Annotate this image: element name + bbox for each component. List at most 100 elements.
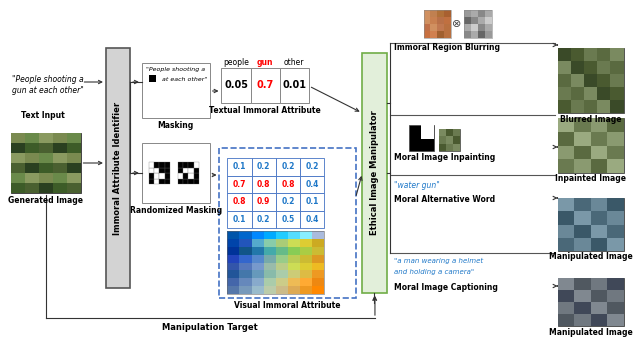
Text: 0.8: 0.8 [257, 180, 271, 189]
Bar [584, 61, 597, 74]
Bar [430, 31, 437, 38]
Text: Randomized Masking: Randomized Masking [130, 206, 222, 215]
Bar [597, 74, 611, 87]
Bar [465, 24, 471, 31]
Bar [557, 48, 571, 61]
Bar [24, 173, 38, 183]
Text: Textual Immoral Attribute: Textual Immoral Attribute [209, 106, 321, 115]
Text: "People shooting a
gun at each other": "People shooting a gun at each other" [12, 75, 83, 95]
Bar [288, 239, 300, 247]
Bar [478, 17, 484, 24]
Bar [148, 75, 156, 82]
Text: Generated Image: Generated Image [8, 196, 83, 205]
Bar [557, 198, 624, 251]
Text: 0.05: 0.05 [224, 81, 248, 91]
Bar [471, 10, 478, 17]
Bar [300, 286, 312, 294]
Bar [584, 74, 597, 87]
Bar [67, 163, 81, 173]
Bar [164, 173, 170, 178]
Bar [478, 31, 484, 38]
Text: other: other [284, 58, 305, 67]
Bar [557, 48, 624, 113]
Bar [300, 193, 324, 211]
Bar [439, 129, 446, 136]
Text: and holding a camera": and holding a camera" [394, 269, 474, 275]
Text: 0.1: 0.1 [233, 215, 246, 224]
Bar [446, 129, 453, 136]
Bar [154, 167, 159, 173]
Bar [611, 87, 624, 100]
Bar [300, 255, 312, 262]
Bar [437, 24, 444, 31]
Bar [183, 178, 188, 184]
Bar [444, 24, 451, 31]
Bar [446, 136, 453, 144]
Bar [607, 278, 624, 290]
Bar [557, 278, 574, 290]
Bar [409, 125, 434, 151]
Bar [574, 302, 591, 314]
Bar [38, 183, 52, 193]
Bar [288, 262, 300, 270]
Bar [571, 61, 584, 74]
Bar [154, 173, 159, 178]
Bar [239, 255, 252, 262]
Bar [264, 247, 276, 255]
Bar [188, 167, 194, 173]
Bar [607, 118, 624, 132]
Bar [597, 87, 611, 100]
Bar [276, 262, 288, 270]
Text: Blurred Image: Blurred Image [560, 115, 621, 124]
Bar [607, 198, 624, 211]
Bar [52, 143, 67, 153]
Bar [591, 278, 607, 290]
Bar [574, 159, 591, 173]
Text: 0.4: 0.4 [305, 215, 319, 224]
Bar [574, 238, 591, 251]
Text: Moral Image Captioning: Moral Image Captioning [394, 283, 499, 292]
Bar [11, 173, 24, 183]
Bar [288, 286, 300, 294]
Bar [24, 133, 38, 143]
Bar [24, 143, 38, 153]
Bar [478, 10, 484, 17]
Bar [227, 278, 239, 286]
Bar [38, 173, 52, 183]
Bar [252, 193, 276, 211]
Bar [178, 173, 183, 178]
Bar [264, 231, 276, 239]
Bar [252, 158, 276, 176]
Bar [178, 167, 183, 173]
Bar [67, 183, 81, 193]
Bar [471, 24, 478, 31]
Bar [252, 255, 264, 262]
Bar [484, 10, 492, 17]
Bar [300, 247, 312, 255]
Bar [24, 153, 38, 163]
Bar [424, 10, 451, 38]
Text: Visual Immoral Attribute: Visual Immoral Attribute [234, 301, 340, 310]
Bar [188, 178, 194, 184]
Bar [252, 239, 264, 247]
Bar [11, 143, 24, 153]
Text: Masking: Masking [157, 121, 194, 130]
Text: Ethical Image Manipulator: Ethical Image Manipulator [370, 111, 379, 235]
Bar [439, 129, 460, 151]
Text: "water gun": "water gun" [394, 181, 440, 190]
Bar [154, 162, 159, 167]
Bar [264, 239, 276, 247]
Bar [465, 31, 471, 38]
Bar [484, 31, 492, 38]
Bar [276, 286, 288, 294]
Bar [424, 10, 430, 17]
Bar [424, 17, 430, 24]
Bar [312, 247, 324, 255]
Text: 0.2: 0.2 [282, 162, 294, 171]
Bar [446, 144, 453, 151]
Bar [557, 87, 571, 100]
Bar [178, 162, 183, 167]
Bar [264, 262, 276, 270]
Text: Immoral Region Blurring: Immoral Region Blurring [394, 43, 500, 52]
Bar [276, 278, 288, 286]
